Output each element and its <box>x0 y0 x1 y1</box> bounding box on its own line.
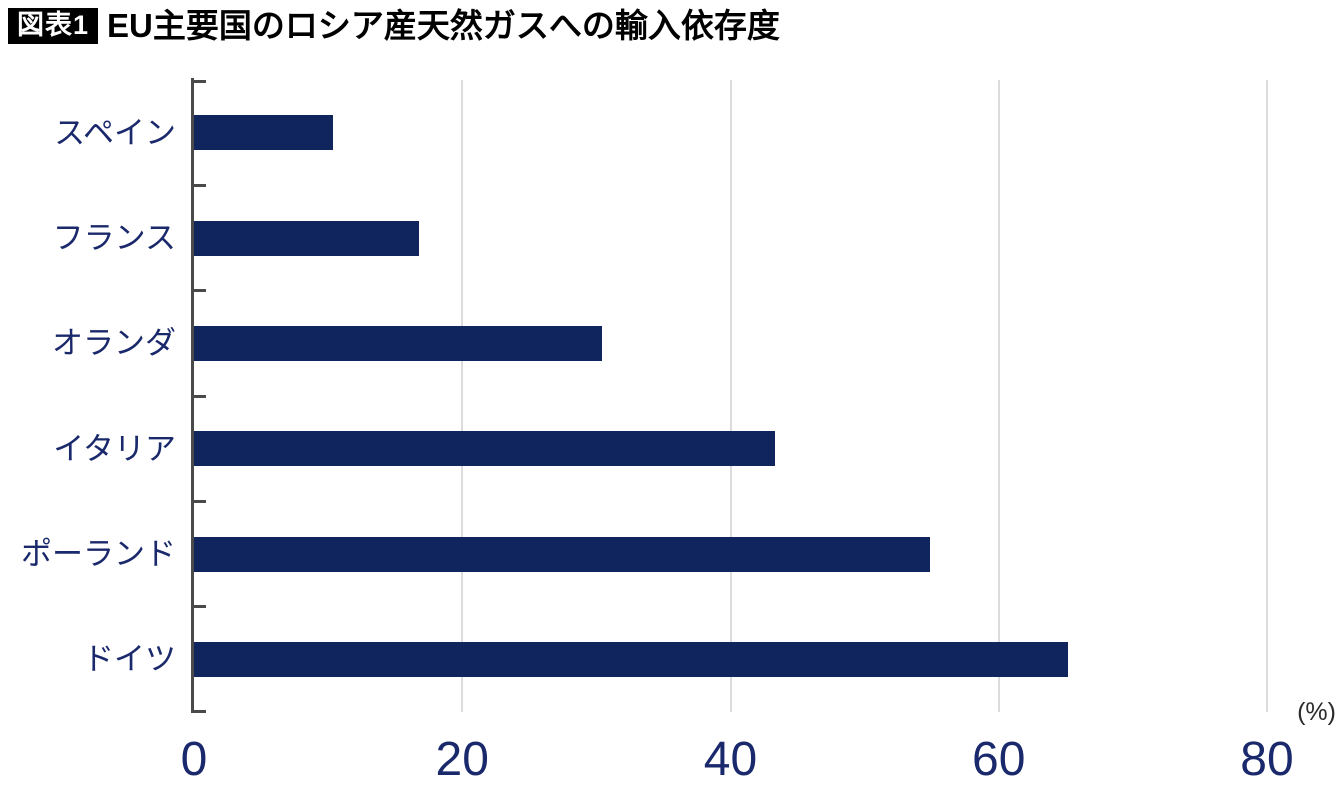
x-axis: 0 20 40 60 80 <box>181 733 1294 788</box>
category-label: ポーランド <box>21 536 176 572</box>
gridline <box>997 80 1000 712</box>
axis-tick <box>191 710 206 713</box>
category-labels: スペインフランスオランダイタリアポーランドドイツ <box>0 80 176 712</box>
bar <box>194 536 931 572</box>
x-tick-label: 20 <box>435 733 489 786</box>
category-label: ドイツ <box>83 641 176 677</box>
axis-tick <box>191 394 206 398</box>
bar <box>194 325 602 361</box>
x-tick-label: 60 <box>972 733 1026 786</box>
axis-tick <box>191 605 206 609</box>
gridline <box>461 80 464 712</box>
axis-tick <box>191 289 206 293</box>
category-label: オランダ <box>52 325 176 361</box>
bar <box>194 641 1069 677</box>
gridline <box>729 80 732 712</box>
bar <box>194 220 420 256</box>
bar <box>194 115 334 151</box>
category-label: フランス <box>52 220 176 256</box>
axis-tick <box>191 183 206 187</box>
figure-badge: 図表1 <box>8 8 99 45</box>
x-tick-label: 40 <box>703 733 758 786</box>
category-label: イタリア <box>53 431 176 467</box>
x-axis-unit-label: (%) <box>1297 698 1336 726</box>
category-label: スペイン <box>54 115 176 151</box>
x-tick-label: 80 <box>1240 733 1294 786</box>
axis-tick <box>191 499 206 503</box>
bar <box>194 431 775 467</box>
axis-tick <box>191 80 206 83</box>
gridline <box>1266 80 1268 712</box>
figure-title: EU主要国のロシア産天然ガスへの輸入依存度 <box>107 7 780 44</box>
figure-header: 図表1 EU主要国のロシア産天然ガスへの輸入依存度 <box>8 7 780 45</box>
plot-area <box>191 80 1268 713</box>
x-tick-label: 0 <box>180 733 208 786</box>
